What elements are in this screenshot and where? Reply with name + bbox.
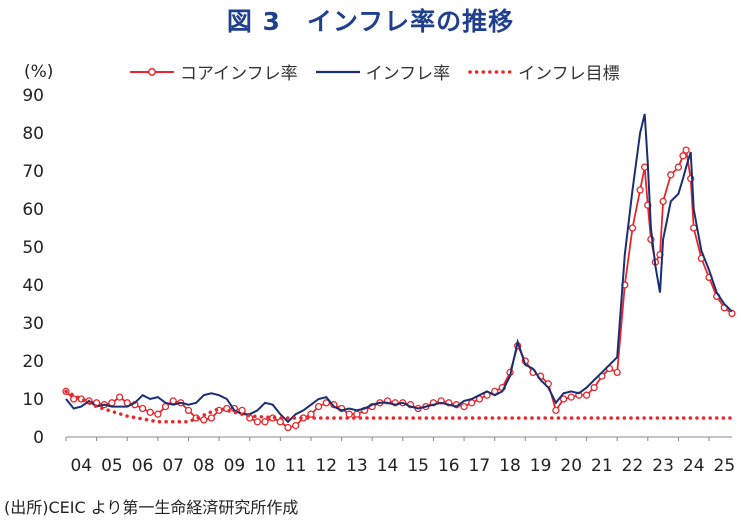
legend-swatch-inflation: [315, 70, 360, 73]
legend-item-core-inflation: コアインフレ率: [130, 59, 298, 84]
x-tick-label: 20: [560, 456, 582, 476]
data-point-core-inflation: [682, 146, 690, 154]
data-point-core-inflation: [460, 402, 468, 411]
data-point-core-inflation: [292, 421, 300, 430]
data-point-core-inflation: [559, 395, 568, 403]
x-tick-label: 14: [377, 456, 399, 476]
data-point-core-inflation: [115, 393, 124, 401]
data-point-core-inflation: [314, 402, 323, 411]
data-point-core-inflation: [613, 368, 621, 377]
data-point-core-inflation: [307, 410, 315, 418]
y-tick-label: 60: [22, 200, 44, 220]
data-point-core-inflation: [468, 399, 476, 407]
data-point-core-inflation: [674, 163, 683, 171]
data-point-core-inflation: [322, 399, 330, 407]
data-point-core-inflation: [284, 423, 292, 432]
data-point-core-inflation: [108, 399, 116, 407]
x-tick-label: 09: [224, 456, 246, 476]
x-tick-label: 10: [254, 456, 276, 476]
legend-label-inflation: インフレ率: [365, 64, 451, 84]
source-note: (出所)CEIC より第一生命経済研究所作成: [4, 498, 299, 517]
data-point-core-inflation: [146, 408, 154, 416]
data-point-core-inflation: [345, 410, 353, 418]
x-tick-label: 16: [438, 456, 460, 476]
y-tick-label: 80: [22, 124, 44, 144]
y-axis-unit-label: (%): [24, 62, 54, 82]
data-point-core-inflation: [161, 402, 170, 411]
series-line-inflation-target: [64, 389, 734, 424]
data-point-core-inflation: [70, 395, 78, 403]
x-tick-label: 21: [591, 456, 613, 476]
x-tick-label: 18: [499, 456, 521, 476]
x-tick-label: 04: [70, 456, 92, 476]
x-tick-label: 15: [407, 456, 429, 476]
data-point-core-inflation: [184, 406, 193, 415]
y-tick-label: 70: [22, 162, 44, 182]
data-point-core-inflation: [207, 414, 216, 422]
legend: コアインフレ率 インフレ率 インフレ目標: [130, 59, 638, 84]
data-point-core-inflation: [679, 152, 687, 160]
y-tick-label: 50: [22, 238, 44, 258]
data-point-core-inflation: [628, 224, 637, 232]
x-tick-label: 07: [162, 456, 184, 476]
data-point-core-inflation: [659, 197, 667, 206]
axes: [65, 436, 732, 441]
x-tick-label: 13: [346, 456, 368, 476]
x-tick-label: 08: [193, 456, 215, 476]
x-tick-label: 11: [285, 456, 307, 476]
data-point-core-inflation: [138, 404, 147, 413]
legend-label-inflation-target: インフレ目標: [518, 64, 620, 84]
y-tick-label: 0: [33, 428, 44, 448]
data-point-core-inflation: [582, 391, 591, 399]
data-point-core-inflation: [276, 418, 284, 426]
x-tick-label: 24: [683, 456, 705, 476]
data-point-core-inflation: [641, 163, 649, 171]
y-tick-label: 30: [22, 314, 44, 334]
data-point-core-inflation: [667, 171, 675, 179]
legend-item-inflation-target: インフレ目標: [468, 59, 620, 84]
y-tick-label: 10: [22, 390, 44, 410]
x-tick-label: 25: [714, 456, 736, 476]
x-tick-label: 23: [652, 456, 674, 476]
legend-label-core-inflation: コアインフレ率: [180, 64, 298, 84]
x-tick-label: 12: [315, 456, 337, 476]
x-tick-label: 05: [101, 456, 123, 476]
tick-labels: 0 10 20 30 40 50 60 70 80 90 04 05 06 07 08 09 10 11 12 13 1…: [22, 86, 735, 476]
data-point-core-inflation: [200, 416, 208, 424]
data-point-core-inflation: [590, 383, 598, 392]
y-tick-label: 20: [22, 352, 44, 372]
data-point-core-inflation: [261, 418, 269, 426]
x-tick-label: 22: [622, 456, 644, 476]
y-tick-label: 40: [22, 276, 44, 296]
x-tick-label: 06: [132, 456, 154, 476]
data-point-core-inflation: [253, 418, 262, 426]
data-point-core-inflation: [552, 406, 560, 415]
legend-swatch-core-inflation: [130, 67, 174, 76]
series-group: [62, 113, 736, 432]
chart-title: 図 3 インフレ率の推移: [226, 7, 515, 36]
series-line-inflation: [65, 113, 733, 424]
y-tick-label: 90: [22, 86, 44, 106]
legend-swatch-inflation-target: [468, 69, 513, 74]
x-tick-label: 17: [469, 456, 491, 476]
legend-item-inflation: インフレ率: [315, 59, 451, 84]
data-point-core-inflation: [567, 393, 575, 401]
data-point-core-inflation: [154, 410, 162, 418]
data-point-core-inflation: [353, 410, 361, 418]
data-point-core-inflation: [636, 186, 644, 194]
data-point-core-inflation: [169, 397, 177, 405]
x-tick-label: 19: [530, 456, 552, 476]
